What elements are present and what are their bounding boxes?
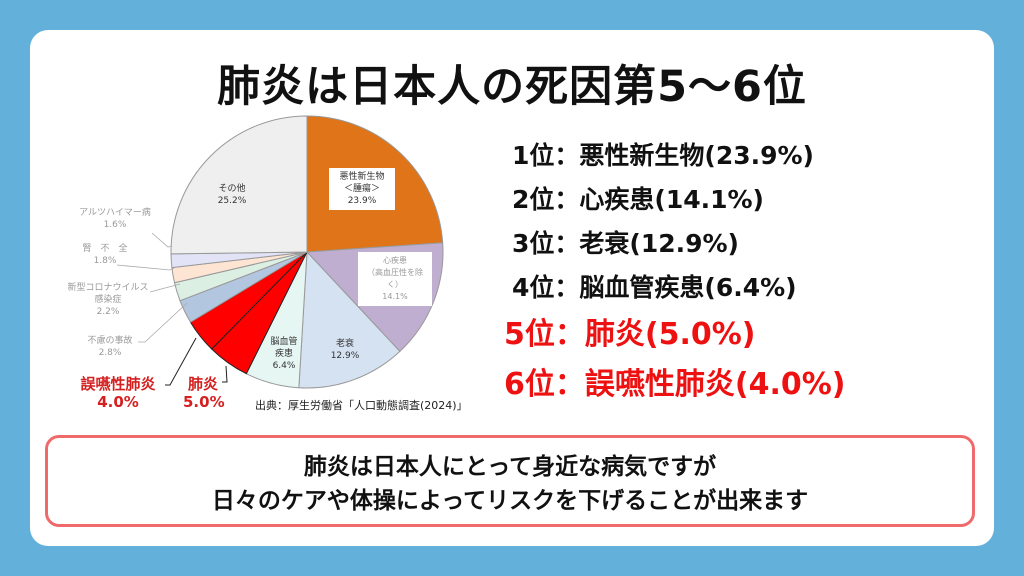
rank-item: 1位：悪性新生物(23.9%) — [512, 141, 814, 170]
chart-source: 出典：厚生労働省「人口動態調査(2024)」 — [255, 399, 468, 412]
label-aspiration: 誤嚥性肺炎 4.0% — [70, 375, 166, 411]
label-covid: 新型コロナウイルス 感染症 2.2% — [62, 282, 154, 318]
message-box: 肺炎は日本人にとって身近な病気ですが 日々のケアや体操によってリスクを下げること… — [45, 435, 975, 527]
leader-accident — [138, 302, 188, 343]
label-text: アルツハイマー病 — [79, 208, 151, 218]
label-text: 疾患 — [274, 349, 293, 359]
label-text: 感染症 — [94, 295, 122, 305]
label-value: 12.9% — [330, 351, 360, 361]
label-alz: アルツハイマー病 1.6% — [70, 207, 160, 231]
label-text: 心疾患 — [383, 256, 407, 265]
label-text: 老衰 — [335, 339, 354, 349]
label-text: 新型コロナウイルス — [67, 283, 149, 293]
label-value: 2.2% — [96, 307, 120, 317]
pie-slice-10 — [170, 115, 308, 255]
rank-item: 4位：脳血管疾患(6.4%) — [512, 273, 797, 302]
label-value: 4.0% — [97, 393, 139, 411]
label-text: その他 — [218, 184, 246, 194]
label-text: （高血圧性を除く） — [367, 268, 423, 289]
label-kidney: 腎 不 全 1.8% — [70, 243, 140, 267]
label-stroke: 脳血管疾患 6.4% — [262, 336, 306, 372]
label-pneumonia: 肺炎 5.0% — [183, 375, 225, 411]
label-text: ＜腫瘍＞ — [343, 184, 380, 194]
label-value: 25.2% — [217, 196, 247, 206]
leader-pneumonia — [222, 365, 228, 383]
label-senility: 老衰 12.9% — [325, 338, 365, 362]
label-text: 不慮の事故 — [87, 336, 133, 346]
label-value: 5.0% — [183, 393, 225, 411]
label-text: 誤嚥性肺炎 — [80, 375, 156, 393]
label-accident: 不慮の事故 2.8% — [78, 335, 142, 359]
label-value: 14.1% — [382, 292, 408, 301]
label-other: その他 25.2% — [210, 183, 254, 207]
pie-slice-2 — [298, 250, 401, 389]
label-value: 23.9% — [347, 196, 377, 206]
message-line: 肺炎は日本人にとって身近な病気ですが — [303, 454, 717, 480]
label-text: 悪性新生物 — [339, 172, 385, 182]
label-text: 脳血管 — [270, 337, 298, 347]
label-value: 1.6% — [103, 220, 127, 230]
label-value: 2.8% — [98, 348, 122, 358]
label-text: 腎 不 全 — [82, 244, 128, 254]
label-text: 肺炎 — [187, 375, 218, 393]
leader-aspiration — [165, 337, 197, 386]
leader-kidney — [116, 264, 175, 271]
rank-item-highlight: 6位：誤嚥性肺炎(4.0%) — [504, 367, 846, 402]
rank-list: 1位：悪性新生物(23.9%) 2位：心疾患(14.1%) 3位：老衰(12.9… — [504, 134, 846, 410]
leader-alz — [151, 232, 173, 248]
label-value: 1.8% — [93, 256, 117, 266]
message-line: 日々のケアや体操によってリスクを下げることが出来ます — [211, 488, 809, 514]
label-cancer: 悪性新生物 ＜腫瘍＞ 23.9% — [329, 168, 395, 210]
page-title: 肺炎は日本人の死因第5～6位 — [217, 62, 807, 112]
leader-covid — [149, 283, 181, 293]
rank-item-highlight: 5位：肺炎(5.0%) — [504, 317, 756, 352]
label-value: 6.4% — [272, 361, 296, 371]
rank-item: 3位：老衰(12.9%) — [512, 229, 739, 258]
label-heart: 心疾患 （高血圧性を除く） 14.1% — [358, 252, 432, 306]
rank-item: 2位：心疾患(14.1%) — [512, 185, 764, 214]
